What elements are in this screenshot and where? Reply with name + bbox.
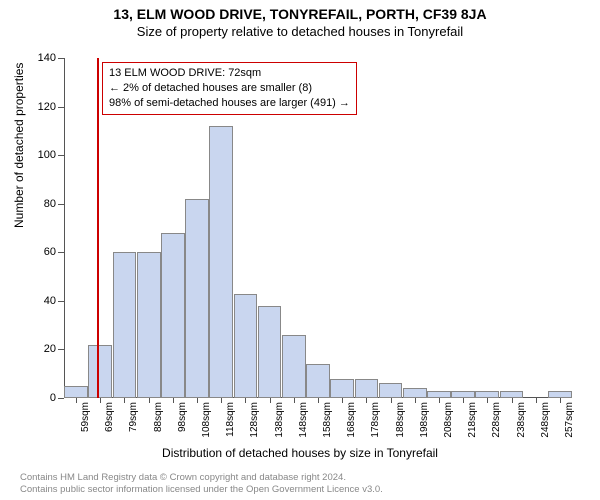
xtick-label: 248sqm	[540, 402, 551, 438]
histogram-bar	[258, 306, 282, 398]
histogram-bar	[500, 391, 524, 398]
ytick-label: 20	[44, 343, 56, 355]
histogram-bar	[427, 391, 451, 398]
ytick-label: 0	[50, 392, 56, 404]
xtick-mark	[124, 398, 125, 403]
histogram-bar	[451, 391, 475, 398]
xtick-mark	[536, 398, 537, 403]
histogram-bar	[88, 345, 112, 398]
property-info-box: 13 ELM WOOD DRIVE: 72sqm← 2% of detached…	[102, 62, 357, 115]
xtick-label: 228sqm	[491, 402, 502, 438]
histogram-bar	[306, 364, 330, 398]
ytick-label: 120	[38, 101, 56, 113]
xtick-mark	[487, 398, 488, 403]
xtick-label: 178sqm	[370, 402, 381, 438]
xtick-label: 168sqm	[346, 402, 357, 438]
ytick-label: 60	[44, 246, 56, 258]
xtick-mark	[270, 398, 271, 403]
histogram-bar	[185, 199, 209, 398]
ytick-mark	[58, 58, 64, 59]
xtick-label: 238sqm	[516, 402, 527, 438]
histogram-bar	[234, 294, 258, 398]
ytick-label: 100	[38, 149, 56, 161]
info-box-line: ← 2% of detached houses are smaller (8)	[109, 81, 350, 96]
xtick-mark	[463, 398, 464, 403]
xtick-mark	[221, 398, 222, 403]
histogram-bar	[355, 379, 379, 398]
xtick-label: 257sqm	[564, 402, 575, 438]
ytick-mark	[58, 155, 64, 156]
xtick-label: 118sqm	[225, 402, 236, 437]
ytick-label: 140	[38, 52, 56, 64]
histogram-bar	[282, 335, 306, 398]
title-main: 13, ELM WOOD DRIVE, TONYREFAIL, PORTH, C…	[0, 0, 600, 22]
xtick-label: 208sqm	[443, 402, 454, 438]
ytick-mark	[58, 252, 64, 253]
histogram-bar	[379, 383, 403, 398]
xtick-mark	[149, 398, 150, 403]
histogram-bar	[548, 391, 572, 398]
histogram-bar	[137, 252, 161, 398]
histogram-bar	[209, 126, 233, 398]
ytick-label: 40	[44, 295, 56, 307]
footer-attribution: Contains HM Land Registry data © Crown c…	[20, 472, 580, 496]
xtick-label: 218sqm	[467, 402, 478, 438]
property-marker-line	[97, 58, 99, 398]
xtick-mark	[100, 398, 101, 403]
xtick-label: 188sqm	[395, 402, 406, 438]
xtick-mark	[342, 398, 343, 403]
xtick-label: 128sqm	[249, 402, 260, 438]
xtick-label: 198sqm	[419, 402, 430, 438]
histogram-bar	[403, 388, 427, 398]
y-axis-label: Number of detached properties	[12, 63, 26, 228]
xtick-mark	[318, 398, 319, 403]
xtick-label: 69sqm	[104, 402, 115, 432]
ytick-label: 80	[44, 198, 56, 210]
y-axis	[64, 58, 65, 398]
xtick-mark	[391, 398, 392, 403]
histogram-bar	[113, 252, 137, 398]
xtick-mark	[560, 398, 561, 403]
info-box-line: 13 ELM WOOD DRIVE: 72sqm	[109, 66, 350, 81]
xtick-mark	[512, 398, 513, 403]
histogram-bar	[64, 386, 88, 398]
info-box-line: 98% of semi-detached houses are larger (…	[109, 96, 350, 111]
histogram-bar	[475, 391, 499, 398]
xtick-mark	[173, 398, 174, 403]
xtick-label: 88sqm	[153, 402, 164, 432]
xtick-mark	[366, 398, 367, 403]
ytick-mark	[58, 349, 64, 350]
title-sub: Size of property relative to detached ho…	[0, 22, 600, 39]
xtick-label: 138sqm	[274, 402, 285, 438]
xtick-label: 148sqm	[298, 402, 309, 438]
xtick-mark	[294, 398, 295, 403]
xtick-label: 79sqm	[128, 402, 139, 432]
xtick-label: 59sqm	[80, 402, 91, 432]
ytick-mark	[58, 204, 64, 205]
xtick-label: 158sqm	[322, 402, 333, 438]
xtick-label: 108sqm	[201, 402, 212, 438]
ytick-mark	[58, 398, 64, 399]
histogram-bar	[161, 233, 185, 398]
xtick-mark	[415, 398, 416, 403]
histogram-bar	[330, 379, 354, 398]
xtick-mark	[439, 398, 440, 403]
x-axis-label: Distribution of detached houses by size …	[0, 446, 600, 460]
chart-plot-area: 02040608010012014059sqm69sqm79sqm88sqm98…	[64, 58, 572, 398]
xtick-mark	[197, 398, 198, 403]
ytick-mark	[58, 107, 64, 108]
xtick-mark	[245, 398, 246, 403]
xtick-mark	[76, 398, 77, 403]
footer-line-1: Contains HM Land Registry data © Crown c…	[20, 472, 580, 484]
footer-line-2: Contains public sector information licen…	[20, 484, 580, 496]
xtick-label: 98sqm	[177, 402, 188, 432]
ytick-mark	[58, 301, 64, 302]
